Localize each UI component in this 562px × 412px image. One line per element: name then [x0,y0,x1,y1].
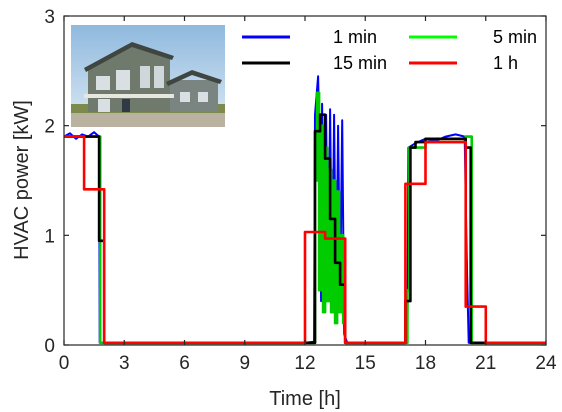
legend-entry-1min: 1 min [242,27,377,47]
x-tick-label: 24 [535,353,557,374]
legend-label-1h: 1 h [493,53,518,73]
plot-frame [63,15,547,346]
series-line-1h [64,135,546,345]
x-tick-label: 0 [59,353,70,374]
series-layer [64,75,546,345]
x-tick-label: 3 [119,353,130,374]
y-axis-label: HVAC power [kW] [11,100,33,260]
legend-label-1min: 1 min [333,27,377,47]
series-line-15min [64,113,546,345]
legend-label-5min: 5 min [493,27,537,47]
x-tick-label: 15 [355,353,376,374]
legend: 1 min 5 min 15 min 1 h [242,27,537,73]
y-tick-label: 3 [44,7,55,28]
legend-entry-5min: 5 min [409,27,537,47]
y-tick-label: 1 [44,226,55,247]
x-tick-label: 21 [475,353,496,374]
x-tick-label: 9 [239,353,250,374]
x-tick-label: 18 [415,353,436,374]
legend-label-15min: 15 min [333,53,387,73]
x-tick-label: 6 [179,353,190,374]
legend-entry-15min: 15 min [242,53,387,73]
y-tick-label: 2 [44,117,55,138]
x-tick-label: 12 [294,353,315,374]
house-photo [71,25,225,127]
x-axis-label: Time [h] [269,388,341,410]
legend-entry-1h: 1 h [409,53,518,73]
y-tick-label: 0 [44,336,55,357]
